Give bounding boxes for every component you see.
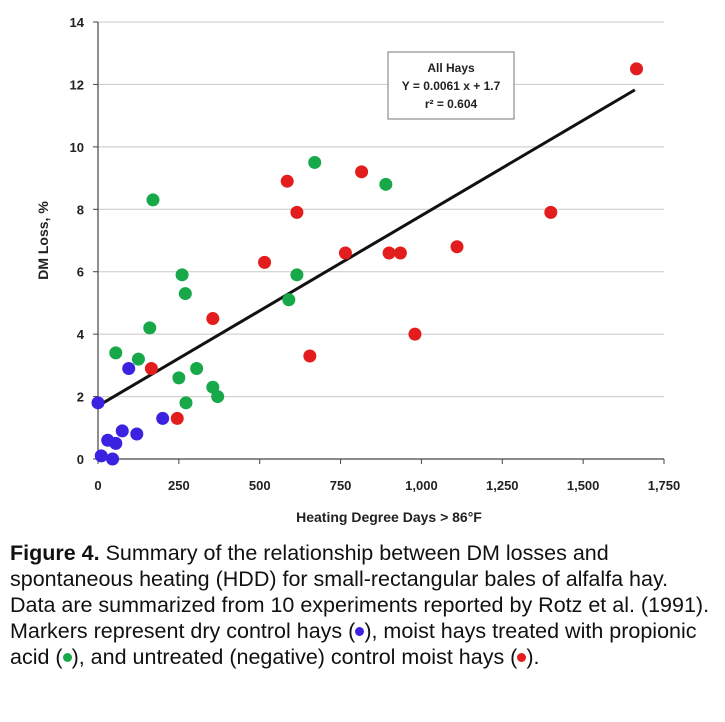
data-point xyxy=(408,327,422,341)
y-axis-label: DM Loss, % xyxy=(35,201,51,280)
y-tick-label: 6 xyxy=(77,265,84,280)
x-tick-label: 250 xyxy=(168,478,190,493)
annotation-box xyxy=(387,51,515,120)
data-point xyxy=(630,62,644,76)
data-points xyxy=(91,62,644,466)
data-point xyxy=(156,411,170,425)
data-point xyxy=(109,346,123,360)
annotation-line: r² = 0.604 xyxy=(425,97,478,111)
blue-marker-icon xyxy=(355,626,365,636)
scatter-chart: 0 2 4 6 8 10 12 14 0 250 500 750 1,000 1,250 1,500 1,7… xyxy=(35,15,680,525)
figure-label: Figure 4. xyxy=(10,541,100,565)
data-point xyxy=(178,287,192,301)
x-axis-label: Heating Degree Days > 86°F xyxy=(296,509,482,525)
x-tick-label: 1,250 xyxy=(486,478,519,493)
x-tick-label: 1,750 xyxy=(648,478,681,493)
data-point xyxy=(109,436,123,450)
data-point xyxy=(106,452,120,466)
y-tick-label: 8 xyxy=(77,202,84,217)
trendline xyxy=(97,88,636,408)
regression-annotation-box: All Hays Y = 0.0061 x + 1.7 r² = 0.604 xyxy=(387,51,515,120)
data-point xyxy=(146,193,160,207)
caption-text-1: Summary of the relationship between DM l… xyxy=(10,541,710,643)
data-point xyxy=(170,411,184,425)
data-point xyxy=(130,427,144,441)
green-marker-icon xyxy=(62,652,72,662)
data-point xyxy=(131,352,145,366)
y-tick-label: 0 xyxy=(77,452,84,467)
data-point xyxy=(206,312,220,326)
y-tick-label: 10 xyxy=(70,140,84,155)
y-tick-label: 12 xyxy=(70,77,84,92)
data-point xyxy=(175,268,189,282)
y-tick-label: 14 xyxy=(70,15,85,30)
data-point xyxy=(282,293,296,307)
grid-lines xyxy=(98,21,664,398)
x-tick-label: 500 xyxy=(249,478,271,493)
data-point xyxy=(172,371,186,385)
data-point xyxy=(258,255,272,269)
data-point xyxy=(308,155,322,169)
data-point xyxy=(290,205,304,219)
caption-text-4: ). xyxy=(526,645,540,669)
data-point xyxy=(144,361,158,375)
x-tick-label: 1,500 xyxy=(567,478,600,493)
x-tick-label: 0 xyxy=(94,478,101,493)
caption-text-3: ), and untreated (negative) control mois… xyxy=(71,645,518,669)
data-point xyxy=(115,424,129,438)
y-tick-label: 4 xyxy=(77,327,85,342)
data-point xyxy=(211,390,225,404)
caption-text-2: ), moist hays treated with propionic aci… xyxy=(10,619,697,669)
data-point xyxy=(179,396,193,410)
y-tick-label: 2 xyxy=(77,390,84,405)
data-point xyxy=(450,240,464,254)
y-tick-labels: 0 2 4 6 8 10 12 14 xyxy=(70,15,85,467)
data-point xyxy=(544,205,558,219)
data-point xyxy=(122,361,136,375)
data-point xyxy=(190,361,204,375)
data-point xyxy=(91,396,105,410)
x-tick-label: 750 xyxy=(330,478,352,493)
annotation-line: Y = 0.0061 x + 1.7 xyxy=(402,79,501,93)
figure-caption: Figure 4. Summary of the relationship be… xyxy=(10,540,715,670)
data-point xyxy=(94,449,108,463)
x-tick-label: 1,000 xyxy=(405,478,438,493)
data-point xyxy=(393,246,407,260)
annotation-line: All Hays xyxy=(427,61,475,75)
axes xyxy=(93,21,665,464)
data-point xyxy=(303,349,317,363)
data-point xyxy=(338,246,352,260)
data-point xyxy=(382,246,396,260)
data-point xyxy=(143,321,157,335)
red-marker-icon xyxy=(517,652,527,662)
data-point xyxy=(355,165,369,179)
x-tick-labels: 0 250 500 750 1,000 1,250 1,500 1,750 xyxy=(94,478,680,493)
data-point xyxy=(290,268,304,282)
data-point xyxy=(379,177,393,191)
data-point xyxy=(280,174,294,188)
